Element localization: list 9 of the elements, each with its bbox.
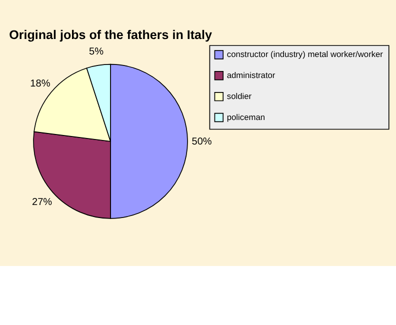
- chart-title: Original jobs of the fathers in Italy: [9, 28, 212, 42]
- legend-label: soldier: [226, 91, 252, 102]
- legend-label: policeman: [226, 112, 266, 122]
- data-label: 18%: [30, 78, 50, 90]
- data-label: 50%: [192, 136, 212, 148]
- data-label: 27%: [32, 197, 52, 208]
- legend-label: administrator: [226, 70, 276, 80]
- legend-label: constructor (industry) metal worker/worker: [226, 49, 384, 60]
- data-label: 5%: [88, 46, 104, 58]
